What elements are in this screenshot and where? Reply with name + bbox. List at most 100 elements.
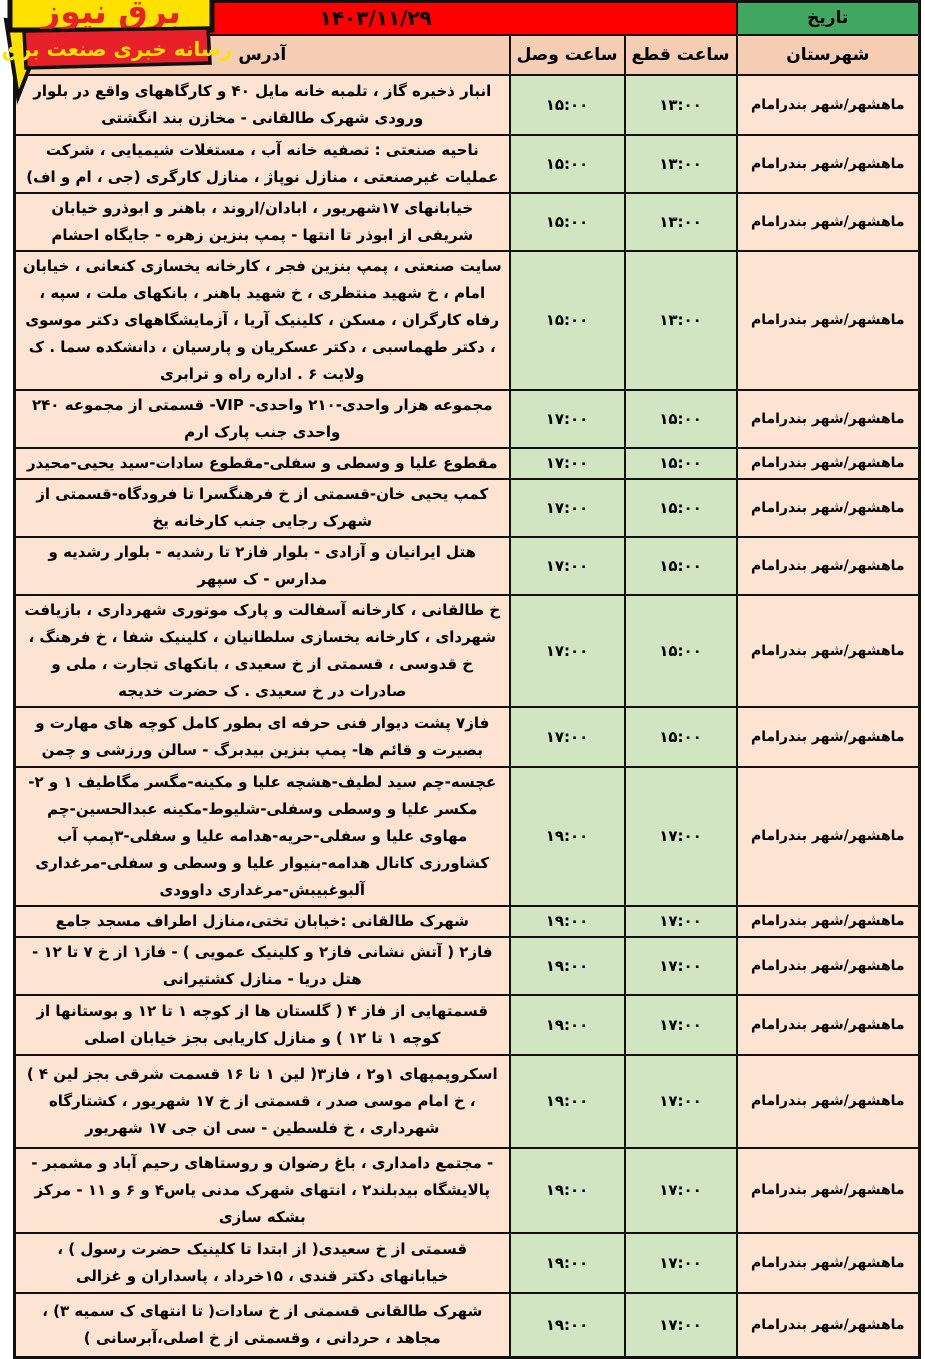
reconnect-time-cell: ۱۷:۰۰ <box>508 446 626 480</box>
table-row: ماهشهر/شهر بندرامام ۱۵:۰۰ ۱۷:۰۰ مجموعه ه… <box>13 388 921 449</box>
county-cell: ماهشهر/شهر بندرامام <box>735 1146 921 1234</box>
county-cell: ماهشهر/شهر بندرامام <box>735 705 921 768</box>
reconnect-time-cell: ۱۹:۰۰ <box>508 904 626 938</box>
county-cell: ماهشهر/شهر بندرامام <box>735 388 921 449</box>
table-row: ماهشهر/شهر بندرامام ۱۵:۰۰ ۱۷:۰۰ کمپ یحیی… <box>13 477 921 538</box>
address-cell: کمپ یحیی خان-قسمتی از خ فرهنگسرا تا فرود… <box>13 477 511 538</box>
outage-table: تاریخ ۱۴۰۳/۱۱/۲۹ شهرستان ساعت قطع ساعت و… <box>13 0 922 1359</box>
county-cell: ماهشهر/شهر بندرامام <box>735 73 921 136</box>
cut-time-cell: ۱۳:۰۰ <box>623 191 738 252</box>
cut-time-cell: ۱۵:۰۰ <box>623 705 738 768</box>
cut-time-cell: ۱۳:۰۰ <box>623 133 738 194</box>
table-row: ماهشهر/شهر بندرامام ۱۵:۰۰ ۱۷:۰۰ فاز۷ پشت… <box>13 705 921 768</box>
table-row: ماهشهر/شهر بندرامام ۱۳:۰۰ ۱۵:۰۰ خیابانها… <box>13 191 921 252</box>
reconnect-time-cell: ۱۹:۰۰ <box>508 1231 626 1294</box>
reconnect-time-cell: ۱۹:۰۰ <box>508 1053 626 1149</box>
county-cell: ماهشهر/شهر بندرامام <box>735 904 921 938</box>
county-cell: ماهشهر/شهر بندرامام <box>735 249 921 391</box>
reconnect-time-cell: ۱۵:۰۰ <box>508 191 626 252</box>
reconnect-time-cell: ۱۷:۰۰ <box>508 388 626 449</box>
cut-time-cell: ۱۵:۰۰ <box>623 477 738 538</box>
address-cell: مجموعه هزار واحدی-۲۱۰ واحدی- VIP- قسمتی … <box>13 388 511 449</box>
county-cell: ماهشهر/شهر بندرامام <box>735 765 921 907</box>
address-cell: قسمتهایی از فاز ۴ ( گلستان ها از کوچه ۱ … <box>13 993 511 1056</box>
address-cell: سایت صنعتی ، پمپ بنزین فجر ، کارخانه یخس… <box>13 249 511 391</box>
cut-time-cell: ۱۷:۰۰ <box>623 1146 738 1234</box>
cut-time-cell: ۱۳:۰۰ <box>623 73 738 136</box>
cut-time-cell: ۱۷:۰۰ <box>623 993 738 1056</box>
county-cell: ماهشهر/شهر بندرامام <box>735 535 921 596</box>
county-cell: ماهشهر/شهر بندرامام <box>735 935 921 996</box>
address-cell: خیابانهای ۱۷شهریور ، ابادان/اروند ، باهن… <box>13 191 511 252</box>
address-cell: فاز۲ ( آتش نشانی فاز۲ و کلینیک عمویی ) -… <box>13 935 511 996</box>
address-cell: ناحیه صنعتی : تصفیه خانه آب ، مستغلات شی… <box>13 133 511 194</box>
reconnect-time-cell: ۱۷:۰۰ <box>508 535 626 596</box>
county-cell: ماهشهر/شهر بندرامام <box>735 993 921 1056</box>
reconnect-time-cell: ۱۹:۰۰ <box>508 935 626 996</box>
cut-time-cell: ۱۷:۰۰ <box>623 1291 738 1359</box>
table-row: ماهشهر/شهر بندرامام ۱۵:۰۰ ۱۷:۰۰ مقطوع عل… <box>13 446 921 480</box>
table-row: ماهشهر/شهر بندرامام ۱۳:۰۰ ۱۵:۰۰ انبار ذخ… <box>13 73 921 136</box>
table-row: ماهشهر/شهر بندرامام ۱۵:۰۰ ۱۷:۰۰ هتل ایرا… <box>13 535 921 596</box>
address-cell: شهرک طالقانی قسمتی از خ سادات( تا انتهای… <box>13 1291 511 1359</box>
cut-time-cell: ۱۷:۰۰ <box>623 935 738 996</box>
county-cell: ماهشهر/شهر بندرامام <box>735 1053 921 1149</box>
reconnect-time-cell: ۱۹:۰۰ <box>508 1146 626 1234</box>
table-row: ماهشهر/شهر بندرامام ۱۷:۰۰ ۱۹:۰۰ قسمتی از… <box>13 1231 921 1294</box>
address-cell: قسمتی از خ سعیدی( از ابتدا تا کلینیک حضر… <box>13 1231 511 1294</box>
county-cell: ماهشهر/شهر بندرامام <box>735 1291 921 1359</box>
reconnect-time-cell: ۱۹:۰۰ <box>508 1291 626 1359</box>
cut-time-cell: ۱۵:۰۰ <box>623 388 738 449</box>
cut-time-cell: ۱۷:۰۰ <box>623 904 738 938</box>
cut-time-cell: ۱۵:۰۰ <box>623 593 738 708</box>
address-cell: اسکروپمپهای ۱و۲ ، فاز۳( لین ۱ تا ۱۶ قسمت… <box>13 1053 511 1149</box>
column-header-row: شهرستان ساعت قطع ساعت وصل آدرس <box>13 33 921 76</box>
reconnect-time-cell: ۱۵:۰۰ <box>508 133 626 194</box>
cut-time-cell: ۱۳:۰۰ <box>623 249 738 391</box>
reconnect-time-cell: ۱۷:۰۰ <box>508 593 626 708</box>
table-row: ماهشهر/شهر بندرامام ۱۷:۰۰ ۱۹:۰۰ اسکروپمپ… <box>13 1053 921 1149</box>
cut-time-cell: ۱۵:۰۰ <box>623 446 738 480</box>
table-row: ماهشهر/شهر بندرامام ۱۷:۰۰ ۱۹:۰۰ شهرک طال… <box>13 1291 921 1359</box>
cut-time-column-header: ساعت قطع <box>623 33 738 76</box>
schedule-body: ماهشهر/شهر بندرامام ۱۳:۰۰ ۱۵:۰۰ انبار ذخ… <box>13 73 921 1359</box>
address-cell: شهرک طالقانی :خیابان تختی،منازل اطراف مس… <box>13 904 511 938</box>
table-row: ماهشهر/شهر بندرامام ۱۷:۰۰ ۱۹:۰۰ عچسه-چم … <box>13 765 921 907</box>
address-cell: - مجتمع دامداری ، باغ رضوان و روستاهای ر… <box>13 1146 511 1234</box>
address-cell: عچسه-چم سید لطیف-هشچه علیا و مکینه-مگسر … <box>13 765 511 907</box>
table-row: ماهشهر/شهر بندرامام ۱۳:۰۰ ۱۵:۰۰ سایت صنع… <box>13 249 921 391</box>
table-row: ماهشهر/شهر بندرامام ۱۷:۰۰ ۱۹:۰۰ شهرک طال… <box>13 904 921 938</box>
reconnect-time-cell: ۱۵:۰۰ <box>508 73 626 136</box>
county-column-header: شهرستان <box>735 33 921 76</box>
reconnect-time-cell: ۱۷:۰۰ <box>508 705 626 768</box>
table-row: ماهشهر/شهر بندرامام ۱۷:۰۰ ۱۹:۰۰ - مجتمع … <box>13 1146 921 1234</box>
table-row: ماهشهر/شهر بندرامام ۱۵:۰۰ ۱۷:۰۰ خ طالقان… <box>13 593 921 708</box>
cut-time-cell: ۱۵:۰۰ <box>623 535 738 596</box>
date-label: تاریخ <box>735 0 921 36</box>
county-cell: ماهشهر/شهر بندرامام <box>735 593 921 708</box>
address-cell: هتل ایرانیان و آزادی - بلوار فاز۲ تا رشد… <box>13 535 511 596</box>
date-value: ۱۴۰۳/۱۱/۲۹ <box>13 0 738 36</box>
address-column-header: آدرس <box>13 33 511 76</box>
county-cell: ماهشهر/شهر بندرامام <box>735 446 921 480</box>
reconnect-time-cell: ۱۷:۰۰ <box>508 477 626 538</box>
cut-time-cell: ۱۷:۰۰ <box>623 1231 738 1294</box>
cut-time-cell: ۱۷:۰۰ <box>623 1053 738 1149</box>
address-cell: انبار ذخیره گاز ، تلمبه خانه مایل ۴۰ و ک… <box>13 73 511 136</box>
address-cell: خ طالقانی ، کارخانه آسفالت و پارک موتوری… <box>13 593 511 708</box>
table-row: ماهشهر/شهر بندرامام ۱۳:۰۰ ۱۵:۰۰ ناحیه صن… <box>13 133 921 194</box>
table-row: ماهشهر/شهر بندرامام ۱۷:۰۰ ۱۹:۰۰ فاز۲ ( آ… <box>13 935 921 996</box>
cut-time-cell: ۱۷:۰۰ <box>623 765 738 907</box>
reconnect-time-column-header: ساعت وصل <box>508 33 626 76</box>
reconnect-time-cell: ۱۹:۰۰ <box>508 765 626 907</box>
county-cell: ماهشهر/شهر بندرامام <box>735 133 921 194</box>
reconnect-time-cell: ۱۹:۰۰ <box>508 993 626 1056</box>
county-cell: ماهشهر/شهر بندرامام <box>735 191 921 252</box>
county-cell: ماهشهر/شهر بندرامام <box>735 477 921 538</box>
address-cell: مقطوع علیا و وسطی و سفلی-مقطوع سادات-سید… <box>13 446 511 480</box>
date-row: تاریخ ۱۴۰۳/۱۱/۲۹ <box>13 0 921 36</box>
address-cell: فاز۷ پشت دیوار فنی حرفه ای بطور کامل کوچ… <box>13 705 511 768</box>
table-row: ماهشهر/شهر بندرامام ۱۷:۰۰ ۱۹:۰۰ قسمتهایی… <box>13 993 921 1056</box>
reconnect-time-cell: ۱۵:۰۰ <box>508 249 626 391</box>
